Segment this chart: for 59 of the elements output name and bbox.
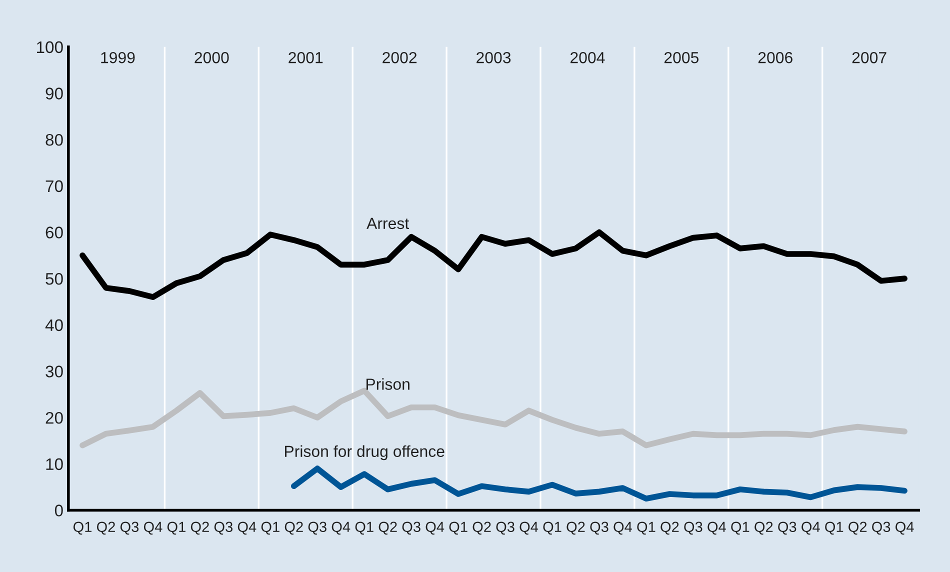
x-tick-label: Q1 — [543, 522, 562, 535]
series-label: Prison — [366, 378, 410, 390]
x-tick-label: Q2 — [848, 522, 867, 535]
annotation: 2004 — [570, 52, 605, 64]
x-tick-label: Q2 — [190, 522, 209, 535]
x-tick-label: Q4 — [144, 522, 162, 535]
x-tick-label: Q2 — [284, 522, 303, 535]
annotation: 2005 — [664, 52, 699, 64]
x-tick-label: Q2 — [96, 522, 115, 535]
x-tick-label: Q2 — [566, 522, 585, 535]
x-tick-label: Q3 — [872, 522, 890, 535]
x-tick-label: Q1 — [825, 522, 844, 535]
annotation: 2001 — [288, 52, 323, 64]
x-tick-label: Q1 — [73, 522, 92, 535]
x-tick-label: Q2 — [660, 522, 679, 535]
y-tick-label: 20 — [46, 412, 63, 424]
y-tick-label: 40 — [45, 319, 63, 332]
annotation: 2006 — [758, 52, 792, 64]
y-tick-label: 80 — [46, 134, 63, 146]
x-tick-label: Q4 — [802, 522, 820, 535]
y-tick-label: 60 — [46, 226, 63, 238]
y-tick-label: 90 — [46, 88, 63, 100]
x-tick-label: Q4 — [332, 522, 350, 535]
x-tick-label: Q2 — [754, 522, 773, 535]
x-tick-label: Q1 — [261, 522, 280, 535]
series-label: Arrest — [366, 218, 410, 230]
x-tick-label: Q2 — [378, 522, 397, 535]
x-tick-label: Q4 — [896, 522, 914, 535]
annotation: 2003 — [476, 52, 511, 64]
x-tick-label: Q3 — [402, 522, 420, 535]
y-tick-label: 30 — [46, 366, 63, 378]
x-tick-label: Q3 — [496, 522, 514, 535]
x-tick-label: Q4 — [238, 522, 256, 535]
x-tick-label: Q3 — [778, 522, 796, 535]
x-tick-label: Q3 — [308, 522, 326, 535]
x-tick-label: Q1 — [355, 522, 374, 535]
y-tick-label: 70 — [46, 180, 63, 192]
x-tick-label: Q4 — [520, 522, 538, 535]
x-tick-label: Q4 — [708, 522, 726, 535]
x-tick-label: Q3 — [590, 522, 608, 535]
annotation: 1999 — [101, 52, 135, 64]
x-tick-label: Q4 — [614, 522, 632, 535]
x-tick-label: Q4 — [426, 522, 444, 535]
annotation: 2007 — [852, 52, 886, 64]
x-tick-label: Q1 — [731, 522, 750, 535]
y-tick-label: 0 — [54, 504, 63, 516]
x-tick-label: Q2 — [472, 522, 491, 535]
x-tick-label: Q3 — [684, 522, 702, 535]
x-tick-label: Q1 — [449, 522, 468, 535]
annotation: 2000 — [194, 52, 229, 64]
y-tick-label: 50 — [46, 272, 63, 285]
annotation: 2002 — [382, 52, 417, 64]
x-tick-label: Q3 — [214, 522, 233, 535]
x-tick-label: Q1 — [637, 522, 656, 535]
series-label: Prison for drug offence — [285, 445, 444, 460]
x-tick-label: Q3 — [120, 522, 139, 535]
x-tick-label: Q1 — [167, 522, 186, 535]
y-tick-label: 10 — [46, 458, 63, 470]
y-tick-label: 100 — [37, 41, 63, 54]
